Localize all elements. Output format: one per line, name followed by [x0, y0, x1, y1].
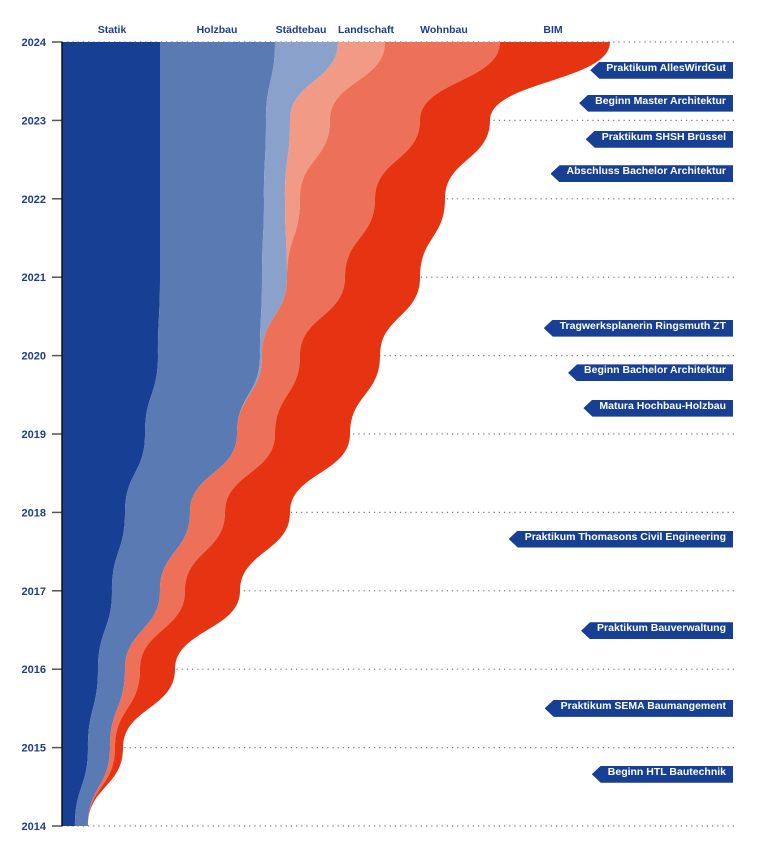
y-tick-label: 2015: [22, 743, 46, 755]
event-tag: Praktikum AllesWirdGut: [590, 61, 733, 79]
y-tick-label: 2024: [22, 37, 47, 49]
y-tick-label: 2020: [22, 351, 46, 363]
event-tag: Beginn Bachelor Architektur: [568, 364, 733, 382]
event-tag: Matura Hochbau-Holzbau: [583, 399, 733, 417]
stream-holzbau: [75, 42, 275, 826]
series-label: Holzbau: [197, 24, 238, 36]
y-tick-label: 2021: [22, 272, 46, 284]
y-tick-label: 2017: [22, 586, 46, 598]
y-tick-label: 2019: [22, 429, 46, 441]
stream-statik: [62, 42, 160, 826]
event-tag: Praktikum SHSH Brüssel: [585, 130, 733, 148]
series-label: Wohnbau: [420, 24, 468, 36]
event-tag: Beginn HTL Bautechnik: [591, 765, 733, 783]
stream-städtebau: [88, 42, 338, 826]
event-tag: Beginn Master Architektur: [579, 94, 733, 112]
series-label: BIM: [543, 24, 563, 36]
event-tag: Abschluss Bachelor Architektur: [550, 165, 733, 183]
y-tick-label: 2023: [22, 115, 46, 127]
event-tag: Praktikum Thomasons Civil Engineering: [508, 530, 733, 548]
y-tick-label: 2016: [22, 664, 46, 676]
stream-bim: [88, 42, 610, 826]
series-label: Statik: [98, 24, 127, 36]
event-tag: Praktikum SEMA Baumangement: [544, 699, 733, 717]
event-tag: Tragwerksplanerin Ringsmuth ZT: [543, 319, 733, 337]
y-tick-label: 2022: [22, 194, 46, 206]
series-label: Landschaft: [338, 24, 395, 36]
series-label: Städtebau: [276, 24, 327, 36]
event-tag: Praktikum Bauverwaltung: [581, 622, 733, 640]
y-tick-label: 2018: [22, 507, 46, 519]
y-tick-label: 2014: [22, 821, 47, 833]
